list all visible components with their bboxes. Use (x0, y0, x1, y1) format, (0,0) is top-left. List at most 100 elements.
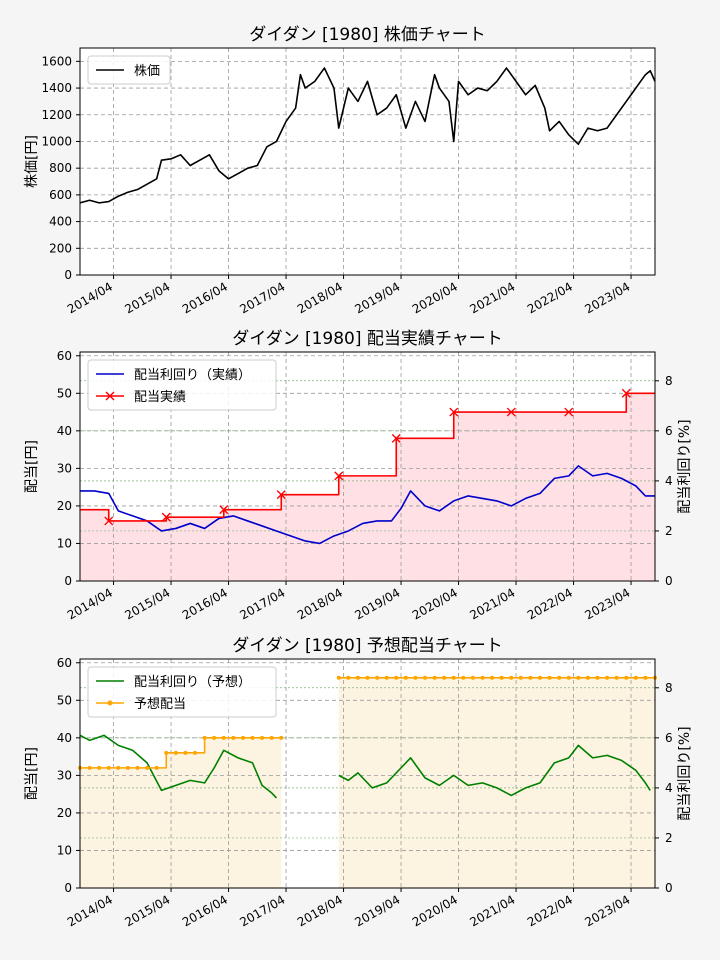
x-tick-label-10: 2023/04 (582, 892, 632, 929)
series-marker (106, 765, 111, 770)
y-tick-label-2: 10 (57, 536, 72, 550)
y2-tick-label-1: 0 (665, 881, 673, 895)
x-tick-label-3: 2016/04 (180, 279, 230, 316)
series-line-1-1 (80, 465, 655, 545)
x-marker-3 (219, 505, 229, 515)
chart-title: ダイダン [1980] 株価チャート (249, 25, 486, 45)
plot-frame (79, 47, 656, 276)
x-tick-label-3: 2016/04 (180, 585, 230, 622)
chart-panel-1: 0 200 400 600 800 1000 1200 1400 1600 2014/04 2015… (24, 25, 656, 317)
y-tick-label-6: 1000 (41, 134, 72, 148)
series-marker (202, 735, 207, 740)
series-marker (394, 675, 399, 680)
area-fill-2 (338, 677, 655, 888)
y2-tick-label-5: 8 (665, 681, 673, 695)
series-line-1-2 (338, 744, 651, 797)
series-marker (173, 750, 178, 755)
x-tick-label-7: 2020/04 (410, 585, 460, 622)
y-tick-label-6: 50 (57, 693, 72, 707)
series-marker (250, 735, 255, 740)
y-tick-label-3: 20 (57, 806, 72, 820)
y-tick-label-2: 200 (49, 241, 72, 255)
y-tick-label-3: 400 (49, 215, 72, 229)
y2-tick-label-1: 0 (665, 574, 673, 588)
y2-axis-label: 配当利回り[%] (677, 419, 693, 513)
legend-label-2: 予想配当 (134, 696, 186, 712)
series-marker (461, 675, 466, 680)
series-marker (269, 735, 274, 740)
x-tick-label-6: 2019/04 (352, 279, 402, 316)
x-marker-8 (506, 407, 516, 417)
series-marker (365, 675, 370, 680)
x-tick-label-10: 2023/04 (582, 585, 632, 622)
series-marker (183, 750, 188, 755)
series-marker (212, 735, 217, 740)
series-marker (614, 675, 619, 680)
legend-box (87, 55, 171, 85)
y-tick-label-5: 40 (57, 731, 72, 745)
series-line-1-1 (79, 734, 278, 799)
y2-tick-label-2: 2 (665, 831, 673, 845)
series-marker (605, 675, 610, 680)
series-marker (442, 675, 447, 680)
x-tick-label-4: 2017/04 (237, 585, 287, 622)
series-marker (403, 675, 408, 680)
series-marker (336, 675, 341, 680)
series-marker (633, 675, 638, 680)
x-tick-label-10: 2023/04 (582, 279, 632, 316)
x-tick-label-6: 2019/04 (352, 585, 402, 622)
series-marker (490, 675, 495, 680)
series-marker (413, 675, 418, 680)
series-marker (221, 735, 226, 740)
series-marker (576, 675, 581, 680)
y2-axis-label: 配当利回り[%] (677, 726, 693, 820)
series-line-1-1 (79, 67, 656, 204)
series-marker (643, 675, 648, 680)
legend-label-1: 配当利回り（予想） (134, 674, 251, 690)
x-marker-7 (449, 407, 459, 417)
series-marker (595, 675, 600, 680)
y-tick-label-5: 800 (49, 161, 72, 175)
x-tick-label-5: 2018/04 (295, 585, 345, 622)
legend-marker-2 (107, 700, 113, 706)
x-tick-label-2: 2015/04 (122, 892, 172, 929)
y-tick-label-4: 30 (57, 768, 72, 782)
x-marker-6 (391, 433, 401, 443)
x-tick-label-9: 2022/04 (525, 892, 575, 929)
y-tick-label-6: 50 (57, 386, 72, 400)
x-tick-label-9: 2022/04 (525, 585, 575, 622)
series-marker (231, 735, 236, 740)
x-marker-4 (276, 490, 286, 500)
x-tick-label-1: 2014/04 (65, 585, 115, 622)
y-tick-label-8: 1400 (41, 81, 72, 95)
x-tick-label-1: 2014/04 (65, 279, 115, 316)
series-marker (585, 675, 590, 680)
x-tick-label-7: 2020/04 (410, 892, 460, 929)
legend-box (87, 666, 277, 718)
plot-area (80, 48, 655, 275)
x-marker-5 (334, 471, 344, 481)
series-marker (538, 675, 542, 680)
series-marker (384, 675, 389, 680)
series-marker (509, 675, 514, 680)
series-marker (470, 675, 475, 680)
series-marker (279, 735, 284, 740)
series-marker (528, 675, 533, 680)
series-marker (145, 765, 150, 770)
y-tick-label-2: 10 (57, 843, 72, 857)
series-marker (499, 675, 504, 680)
x-tick-label-2: 2015/04 (122, 585, 172, 622)
y-tick-label-5: 40 (57, 424, 72, 438)
y-tick-label-3: 20 (57, 499, 72, 513)
x-tick-label-9: 2022/04 (525, 279, 575, 316)
x-tick-label-4: 2017/04 (237, 892, 287, 929)
series-marker (432, 675, 437, 680)
y2-tick-label-3: 4 (665, 781, 673, 795)
series-marker (480, 675, 485, 680)
series-marker (260, 735, 265, 740)
y-tick-label-4: 30 (57, 461, 72, 475)
series-marker (116, 765, 121, 770)
plot-frame (79, 351, 656, 582)
series-marker (624, 675, 629, 680)
